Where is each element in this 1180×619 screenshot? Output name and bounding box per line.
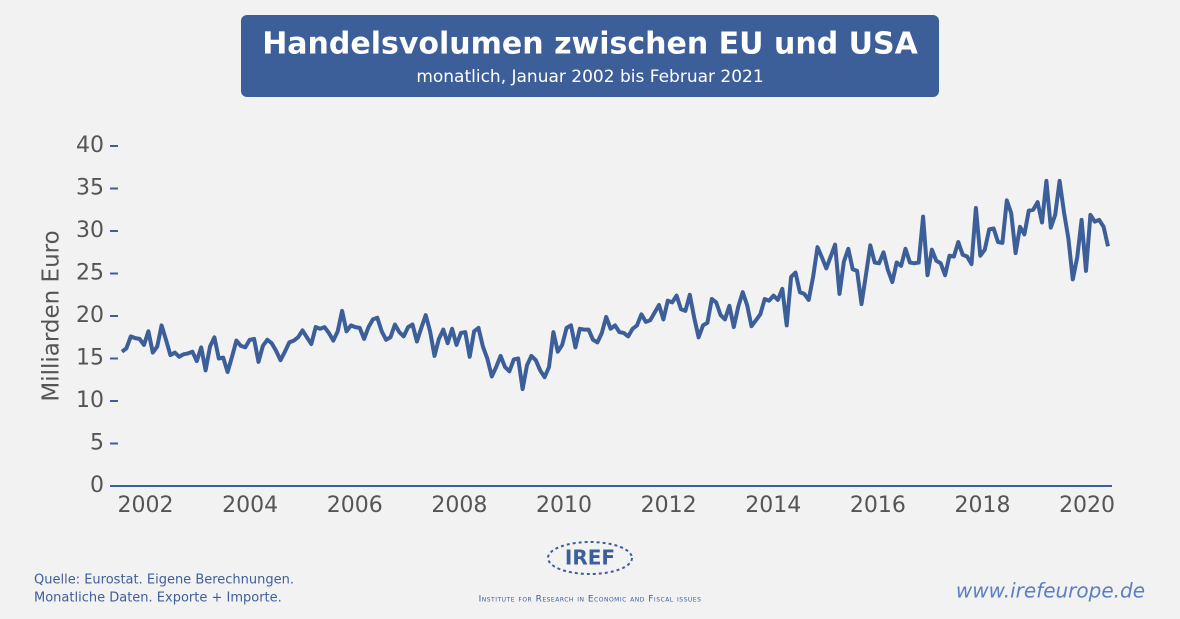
y-tick-label: 15 — [76, 346, 104, 371]
source: Monatliche Daten. Exporte + Importe. — [34, 591, 282, 606]
source: Quelle: Eurostat. Eigene Berechnungen. — [34, 573, 294, 588]
x-tick-label: 2016 — [850, 493, 906, 518]
x-tick-label: 2008 — [431, 493, 487, 518]
y-tick-label: 40 — [76, 133, 104, 158]
y-tick-label: 10 — [76, 388, 104, 413]
x-tick-label: 2006 — [327, 493, 383, 518]
x-tick-label: 2020 — [1059, 493, 1115, 518]
y-tick-label: 20 — [76, 303, 104, 328]
y-tick-label: 35 — [76, 176, 104, 201]
x-tick-label: 2002 — [118, 493, 174, 518]
x-tick-label: 2004 — [222, 493, 278, 518]
chart-subtitle: monatlich, Januar 2002 bis Februar 2021 — [416, 67, 763, 87]
chart-title: Handelsvolumen zwischen EU und USA — [262, 27, 918, 62]
y-tick-label: 25 — [76, 261, 104, 286]
y-tick-label: 30 — [76, 218, 104, 243]
y-tick-label: 0 — [90, 473, 104, 498]
institute: Institute for Research in Economic and F… — [479, 595, 702, 605]
x-tick-label: 2018 — [954, 493, 1010, 518]
x-tick-label: 2010 — [536, 493, 592, 518]
logo-text: IREF — [565, 546, 615, 570]
y-tick-label: 5 — [90, 431, 104, 456]
logo: IREF — [547, 541, 633, 575]
x-tick-label: 2012 — [641, 493, 697, 518]
data-line — [120, 178, 1110, 392]
url[interactable]: www.irefeurope.de — [956, 579, 1145, 603]
title-box — [241, 15, 939, 97]
x-tick-label: 2014 — [745, 493, 801, 518]
y-axis-label: Milliarden Euro — [39, 230, 65, 401]
